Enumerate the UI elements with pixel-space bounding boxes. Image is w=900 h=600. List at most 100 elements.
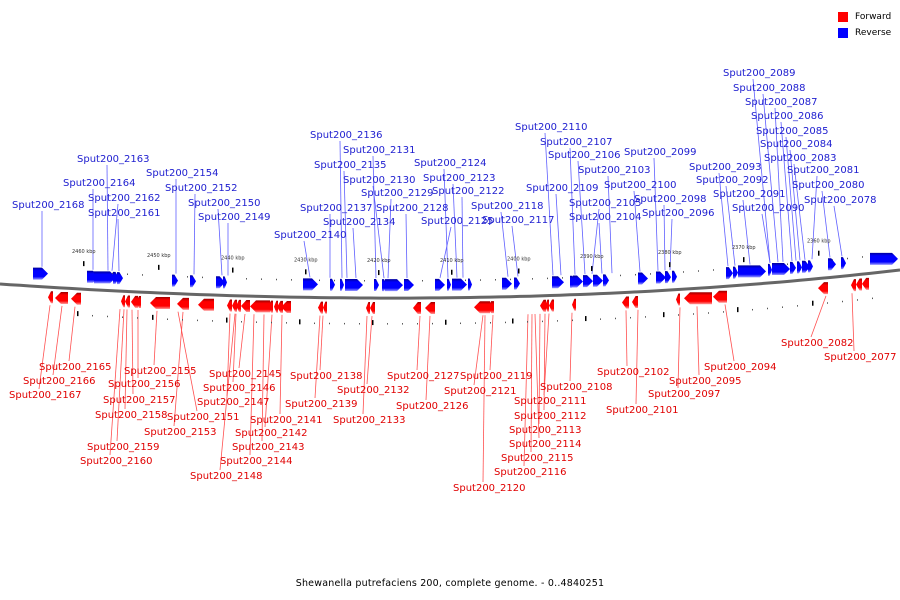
forward-gene-arrow[interactable] [676,293,680,306]
forward-gene-label[interactable]: Sput200_2133 [333,415,406,426]
reverse-gene-label[interactable]: Sput200_2124 [414,158,487,169]
reverse-gene-label[interactable]: Sput200_2130 [343,175,416,186]
forward-gene-arrow[interactable] [150,296,170,309]
forward-gene-arrow[interactable] [55,291,68,304]
forward-gene-label[interactable]: Sput200_2153 [144,427,217,438]
forward-gene-arrow[interactable] [323,301,327,314]
reverse-gene-arrow[interactable] [404,279,414,292]
reverse-gene-arrow[interactable] [340,278,344,291]
reverse-gene-label[interactable]: Sput200_2106 [548,150,621,161]
forward-gene-label[interactable]: Sput200_2165 [39,362,112,373]
reverse-gene-arrow[interactable] [374,279,379,292]
reverse-gene-label[interactable]: Sput200_2096 [642,208,715,219]
forward-gene-label[interactable]: Sput200_2159 [87,442,160,453]
forward-gene-arrow[interactable] [370,302,375,315]
reverse-gene-label[interactable]: Sput200_2107 [540,137,613,148]
reverse-gene-label[interactable]: Sput200_2089 [723,68,796,79]
forward-gene-arrow[interactable] [236,299,241,312]
reverse-gene-arrow[interactable] [33,267,48,280]
forward-gene-arrow[interactable] [713,290,727,303]
reverse-gene-arrow[interactable] [345,278,363,291]
reverse-gene-label[interactable]: Sput200_2163 [77,154,150,165]
forward-gene-arrow[interactable] [318,301,323,314]
forward-gene-arrow[interactable] [540,299,546,312]
reverse-gene-label[interactable]: Sput200_2092 [696,175,769,186]
reverse-gene-label[interactable]: Sput200_2091 [713,189,786,200]
forward-gene-label[interactable]: Sput200_2112 [514,411,587,422]
reverse-gene-label[interactable]: Sput200_2085 [756,126,829,137]
forward-gene-label[interactable]: Sput200_2143 [232,442,305,453]
reverse-gene-label[interactable]: Sput200_2136 [310,130,383,141]
forward-gene-label[interactable]: Sput200_2111 [514,396,587,407]
forward-gene-arrow[interactable] [71,292,81,305]
reverse-gene-arrow[interactable] [447,278,451,291]
reverse-gene-arrow[interactable] [593,274,603,287]
forward-gene-label[interactable]: Sput200_2142 [235,428,308,439]
reverse-gene-label[interactable]: Sput200_2154 [146,168,219,179]
forward-gene-label[interactable]: Sput200_2108 [540,382,613,393]
forward-gene-label[interactable]: Sput200_2151 [167,412,240,423]
forward-gene-arrow[interactable] [177,297,189,310]
forward-gene-arrow[interactable] [413,302,421,315]
reverse-gene-arrow[interactable] [172,274,178,287]
reverse-gene-arrow[interactable] [382,279,387,292]
forward-gene-arrow[interactable] [277,300,283,313]
reverse-gene-arrow[interactable] [665,271,671,284]
reverse-gene-arrow[interactable] [514,277,520,290]
reverse-gene-label[interactable]: Sput200_2137 [300,203,373,214]
reverse-gene-label[interactable]: Sput200_2105 [569,198,642,209]
reverse-gene-label[interactable]: Sput200_2098 [634,194,707,205]
reverse-gene-label[interactable]: Sput200_2162 [88,193,161,204]
forward-gene-label[interactable]: Sput200_2077 [824,352,897,363]
reverse-gene-arrow[interactable] [656,271,666,284]
forward-gene-arrow[interactable] [268,300,273,313]
reverse-gene-label[interactable]: Sput200_2100 [604,180,677,191]
reverse-gene-arrow[interactable] [797,261,802,274]
forward-gene-arrow[interactable] [851,279,856,292]
forward-gene-label[interactable]: Sput200_2101 [606,405,679,416]
forward-gene-arrow[interactable] [862,277,869,290]
reverse-gene-label[interactable]: Sput200_2118 [471,201,544,212]
reverse-gene-label[interactable]: Sput200_2125 [421,216,494,227]
forward-gene-label[interactable]: Sput200_2127 [387,371,460,382]
reverse-gene-label[interactable]: Sput200_2140 [274,230,347,241]
forward-gene-label[interactable]: Sput200_2160 [80,456,153,467]
reverse-gene-arrow[interactable] [223,276,227,289]
reverse-gene-arrow[interactable] [117,272,123,285]
reverse-gene-arrow[interactable] [94,271,116,284]
forward-gene-label[interactable]: Sput200_2119 [460,371,533,382]
forward-gene-arrow[interactable] [622,296,629,309]
forward-gene-label[interactable]: Sput200_2156 [108,379,181,390]
forward-gene-arrow[interactable] [48,291,53,304]
reverse-gene-arrow[interactable] [552,276,564,289]
reverse-gene-label[interactable]: Sput200_2135 [314,160,387,171]
forward-gene-arrow[interactable] [274,300,278,313]
forward-gene-label[interactable]: Sput200_2094 [704,362,777,373]
forward-gene-arrow[interactable] [241,300,250,313]
reverse-gene-label[interactable]: Sput200_2150 [188,198,261,209]
forward-gene-label[interactable]: Sput200_2121 [444,386,517,397]
reverse-gene-label[interactable]: Sput200_2084 [760,139,833,150]
reverse-gene-arrow[interactable] [841,257,846,270]
forward-gene-arrow[interactable] [549,299,554,312]
forward-gene-arrow[interactable] [856,278,862,291]
forward-gene-arrow[interactable] [818,282,828,295]
forward-gene-label[interactable]: Sput200_2132 [337,385,410,396]
forward-gene-arrow[interactable] [632,295,638,308]
forward-gene-label[interactable]: Sput200_2115 [501,453,574,464]
reverse-gene-arrow[interactable] [802,260,810,273]
reverse-gene-arrow[interactable] [828,258,836,271]
forward-gene-arrow[interactable] [572,298,576,311]
reverse-gene-label[interactable]: Sput200_2123 [423,173,496,184]
reverse-gene-arrow[interactable] [435,278,445,291]
reverse-gene-label[interactable]: Sput200_2093 [689,162,762,173]
forward-gene-label[interactable]: Sput200_2158 [95,410,168,421]
forward-gene-arrow[interactable] [198,298,214,311]
reverse-gene-label[interactable]: Sput200_2129 [361,188,434,199]
forward-gene-label[interactable]: Sput200_2147 [197,397,270,408]
reverse-gene-label[interactable]: Sput200_2168 [12,200,85,211]
reverse-gene-arrow[interactable] [672,270,677,283]
forward-gene-label[interactable]: Sput200_2120 [453,483,526,494]
forward-gene-label[interactable]: Sput200_2146 [203,383,276,394]
reverse-gene-arrow[interactable] [603,274,609,287]
